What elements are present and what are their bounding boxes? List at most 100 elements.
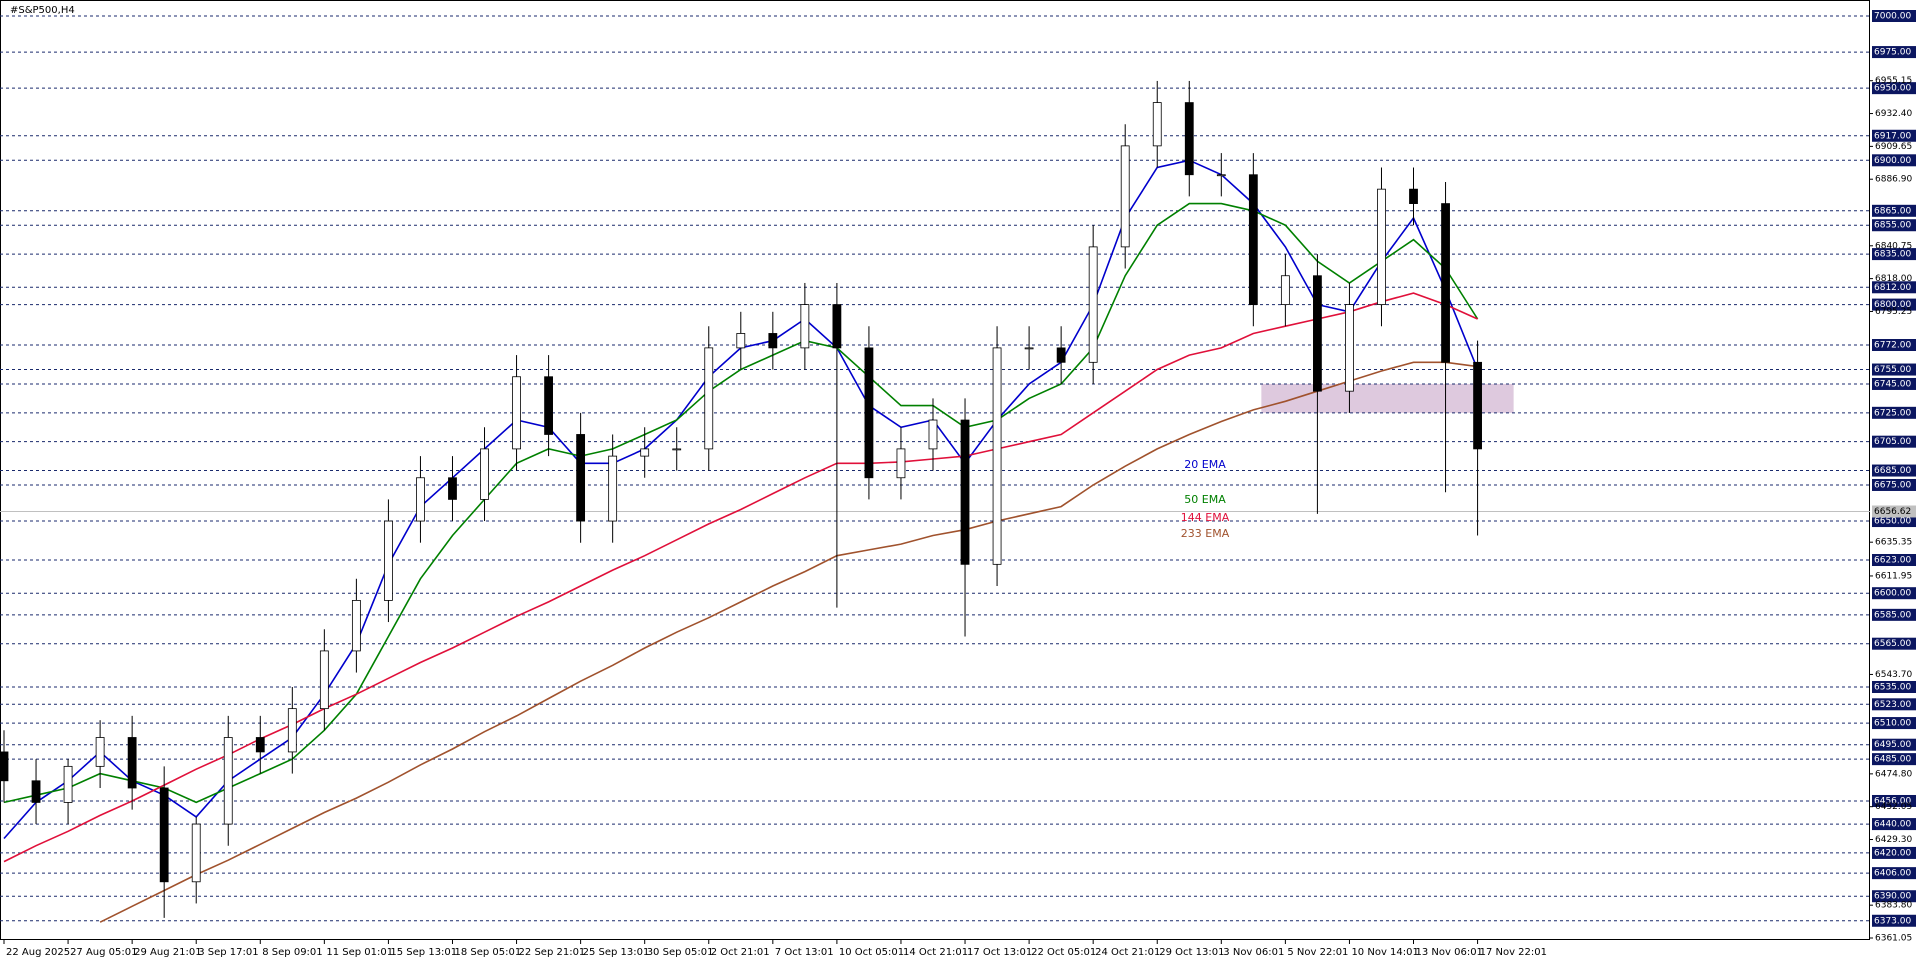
y-tick-label: 6361.05	[1875, 934, 1912, 944]
plot-frame	[0, 0, 1870, 940]
level-label: 6685.00	[1874, 466, 1911, 476]
level-label-box	[1872, 867, 1916, 880]
level-label: 6725.00	[1874, 408, 1911, 418]
x-tick-label: 29 Oct 13:01	[1159, 947, 1224, 958]
level-label: 7000.00	[1874, 12, 1911, 22]
level-label: 6440.00	[1874, 820, 1911, 830]
level-label: 6855.00	[1874, 221, 1911, 231]
level-label-box	[1872, 794, 1916, 807]
level-label-box	[1872, 10, 1916, 22]
chart-title: #S&P500,H4	[10, 5, 75, 16]
level-label: 6523.00	[1874, 700, 1911, 710]
level-label: 6705.00	[1874, 437, 1911, 447]
y-tick-label: 6909.65	[1875, 142, 1912, 152]
last-price-label: 6656.62	[1874, 507, 1911, 517]
x-tick-label: 18 Sep 05:01	[454, 947, 521, 958]
level-label: 6600.00	[1874, 589, 1911, 599]
candle-body	[1473, 361, 1482, 450]
candle-body	[416, 477, 425, 522]
candle-body	[960, 419, 970, 565]
level-label-box	[1872, 129, 1916, 142]
candle-body	[544, 376, 553, 435]
candle-body	[1088, 246, 1098, 363]
level-label: 6623.00	[1874, 556, 1911, 566]
candle-body	[319, 650, 329, 710]
candle-body	[95, 737, 105, 767]
level-label-box	[1872, 717, 1916, 730]
last-price-box	[1872, 505, 1916, 518]
x-tick-label: 22 Sep 21:01	[519, 947, 586, 958]
level-label: 6650.00	[1874, 517, 1911, 527]
level-label-box	[1872, 680, 1916, 693]
zone	[1261, 383, 1514, 413]
candle-body	[992, 347, 1002, 565]
level-label-box	[1872, 204, 1916, 217]
candle-body	[223, 737, 233, 825]
level-label: 6456.00	[1874, 796, 1911, 806]
level-label: 6535.00	[1874, 682, 1911, 692]
y-tick-label: 6886.90	[1875, 175, 1912, 185]
y-tick-label: 6818.00	[1875, 274, 1912, 284]
x-tick-label: 25 Sep 13:01	[583, 947, 650, 958]
candle-body	[672, 448, 682, 451]
candle-body	[896, 448, 906, 479]
x-tick-label: 10 Nov 14:01	[1351, 947, 1418, 958]
level-label: 6835.00	[1874, 250, 1911, 260]
candle-body	[384, 520, 393, 601]
candle-body	[736, 333, 746, 349]
y-tick-label: 6795.25	[1875, 307, 1912, 317]
candle-body	[1345, 304, 1354, 392]
x-tick-label: 17 Nov 22:01	[1480, 947, 1547, 958]
level-label-box	[1872, 753, 1916, 766]
level-label: 6900.00	[1874, 156, 1911, 166]
candle-body	[928, 419, 938, 450]
level-label: 6495.00	[1874, 740, 1911, 750]
x-tick-label: 3 Sep 17:01	[198, 947, 258, 958]
candle-body	[31, 780, 41, 803]
x-tick-label: 5 Nov 22:01	[1287, 947, 1348, 958]
legend-label: 233 EMA	[1181, 527, 1230, 540]
level-label: 6755.00	[1874, 365, 1911, 375]
ema-line	[99, 361, 1478, 923]
level-label: 6420.00	[1874, 848, 1911, 858]
level-label-box	[1872, 82, 1916, 95]
y-tick-label: 6611.95	[1875, 571, 1912, 581]
level-label-box	[1872, 478, 1916, 491]
x-tick-label: 22 Oct 05:01	[1031, 947, 1096, 958]
x-tick-label: 30 Sep 05:01	[647, 947, 714, 958]
x-tick-label: 7 Oct 13:01	[775, 947, 834, 958]
candle-body	[1377, 188, 1386, 305]
y-tick-label: 6543.70	[1875, 670, 1912, 680]
level-label: 6373.00	[1874, 916, 1911, 926]
x-tick-label: 11 Sep 01:01	[326, 947, 393, 958]
x-tick-label: 15 Sep 13:01	[390, 947, 457, 958]
level-label: 6390.00	[1874, 892, 1911, 902]
candle-body	[480, 448, 489, 500]
level-label: 6772.00	[1874, 341, 1911, 351]
candle-body	[159, 787, 169, 883]
y-tick-label: 6429.30	[1875, 835, 1912, 845]
x-tick-label: 3 Nov 06:01	[1223, 947, 1284, 958]
x-tick-label: 14 Oct 21:01	[903, 947, 968, 958]
level-label: 6812.00	[1874, 283, 1911, 293]
candle-body	[1120, 145, 1130, 248]
candle-body	[1216, 174, 1226, 177]
level-label: 6485.00	[1874, 755, 1911, 765]
candle-body	[768, 333, 778, 349]
level-label: 6675.00	[1874, 480, 1911, 490]
level-label: 6917.00	[1874, 131, 1911, 141]
candle-body	[1152, 102, 1162, 147]
x-tick-label: 17 Oct 13:01	[967, 947, 1032, 958]
y-tick-label: 6955.15	[1875, 76, 1912, 86]
x-tick-label: 27 Aug 05:01	[70, 947, 137, 958]
level-label-box	[1872, 406, 1916, 419]
candle-body	[1056, 347, 1066, 363]
candle-body	[1409, 188, 1418, 204]
y-tick-label: 6932.40	[1875, 109, 1912, 119]
candle-body	[351, 600, 361, 652]
level-label-box	[1872, 281, 1916, 294]
x-tick-label: 8 Sep 09:01	[262, 947, 322, 958]
candle-body	[1024, 347, 1034, 350]
y-tick-label: 6635.35	[1875, 538, 1912, 548]
